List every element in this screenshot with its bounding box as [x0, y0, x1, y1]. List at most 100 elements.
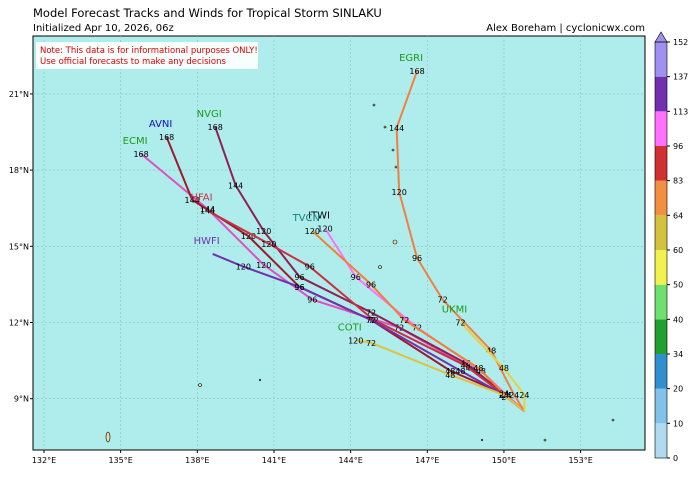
colorbar-band	[655, 284, 667, 320]
subtitle: Initialized Apr 10, 2026, 06z	[33, 23, 174, 34]
colorbar-band	[655, 42, 667, 77]
model-label: HFAI	[190, 193, 212, 204]
forecast-hour: 120	[241, 232, 256, 241]
colorbar-band	[655, 76, 667, 112]
colorbar-band	[655, 250, 667, 285]
forecast-hour: 120	[256, 261, 271, 270]
lon-tick-label: 150°E	[492, 456, 516, 465]
colorbar-band	[655, 354, 667, 389]
colorbar-band	[655, 388, 667, 424]
lon-tick-label: 141°E	[262, 456, 286, 465]
colorbar-tick-label: 40	[673, 315, 683, 324]
forecast-hour: 72	[438, 296, 448, 305]
forecast-hour: 48	[461, 362, 471, 371]
note-line: Note: This data is for informational pur…	[40, 46, 258, 56]
model-label: HWFI	[194, 236, 220, 247]
colorbar-tick-label: 83	[673, 177, 683, 186]
model-label: TVCN	[292, 213, 320, 224]
model-label: ECMI	[123, 136, 148, 147]
forecast-hour: 96	[307, 296, 317, 305]
colorbar-band	[655, 423, 667, 458]
forecast-hour: 24	[499, 391, 509, 400]
model-label: AVNI	[149, 119, 172, 130]
forecast-hour: 96	[351, 273, 361, 282]
forecast-hour: 72	[366, 339, 376, 348]
model-label: NVGI	[197, 109, 222, 120]
forecast-hour: 144	[200, 207, 215, 216]
forecast-hour: 72	[399, 316, 409, 325]
forecast-hour: 96	[294, 283, 304, 292]
colorbar: 0 10 20 34 40 50 60 64 83 96 113 137 152	[654, 31, 688, 463]
forecast-hour: 144	[228, 181, 243, 190]
model-label: COTI	[338, 322, 362, 333]
forecast-hour: 48	[445, 367, 455, 376]
forecast-track	[395, 70, 526, 412]
colorbar-tick-label: 137	[673, 73, 688, 82]
model-label: UKMI	[442, 304, 467, 315]
forecast-hour: 24	[509, 391, 519, 400]
lat-tick-label: 15°N	[9, 242, 29, 251]
lon-tick-label: 153°E	[568, 456, 592, 465]
forecast-hour: 120	[305, 227, 320, 236]
islands	[105, 103, 615, 443]
forecast-hour: 144	[389, 124, 404, 133]
colorbar-tick-label: 10	[673, 419, 683, 428]
forecast-hour: 72	[455, 318, 465, 327]
colorbar-tick-label: 64	[673, 211, 683, 220]
colorbar-tick-label: 20	[673, 385, 683, 394]
forecast-hour: 168	[208, 123, 223, 132]
forecast-hour: 120	[348, 336, 363, 345]
note-box	[36, 42, 258, 69]
colorbar-tick-label: 60	[673, 246, 683, 255]
colorbar-tick-label: 34	[673, 350, 683, 359]
forecast-hour: 120	[317, 225, 332, 234]
note-line: Use official forecasts to make any decis…	[40, 57, 226, 67]
forecast-hour: 24	[519, 391, 529, 400]
lon-tick-label: 147°E	[415, 456, 439, 465]
colorbar-tick-label: 0	[673, 454, 678, 463]
lon-tick-label: 132°E	[32, 456, 56, 465]
forecast-hour: 120	[392, 188, 407, 197]
map-area	[32, 35, 646, 451]
forecast-hour: 96	[366, 280, 376, 289]
colorbar-tick-label: 152	[673, 38, 688, 47]
forecast-hour: 168	[159, 133, 174, 142]
colorbar-band	[655, 111, 667, 146]
forecast-track	[459, 321, 526, 412]
forecast-hour: 168	[133, 150, 148, 159]
colorbar-extend	[654, 31, 668, 43]
lat-tick-label: 18°N	[9, 166, 29, 175]
forecast-hour: 48	[499, 364, 509, 373]
forecast-hour: 168	[409, 67, 424, 76]
colorbar-band	[655, 146, 667, 181]
credit: Alex Boreham | cyclonicwx.com	[486, 23, 645, 34]
forecast-hour: 144	[185, 196, 200, 205]
forecast-hour: 120	[261, 240, 276, 249]
colorbar-tick-label: 96	[673, 142, 683, 151]
lat-tick-label: 21°N	[9, 90, 29, 99]
forecast-hour: 120	[256, 227, 271, 236]
forecast-hour: 48	[473, 364, 483, 373]
lon-tick-label: 135°E	[108, 456, 132, 465]
forecast-hour: 120	[236, 263, 251, 272]
model-label: EGRI	[399, 53, 423, 64]
lat-tick-label: 12°N	[9, 318, 29, 327]
colorbar-band	[655, 180, 667, 216]
colorbar-tick-label: 113	[673, 107, 688, 116]
forecast-hour: 96	[305, 263, 315, 272]
title: Model Forecast Tracks and Winds for Trop…	[33, 6, 382, 20]
lon-tick-label: 144°E	[338, 456, 362, 465]
forecast-hour: 48	[455, 367, 465, 376]
forecast-hour: 96	[412, 254, 422, 263]
forecast-hour: 96	[294, 273, 304, 282]
lon-tick-label: 138°E	[185, 456, 209, 465]
forecast-hour: 48	[486, 346, 496, 355]
forecast-hour: 72	[366, 308, 376, 317]
model-label: ITWI	[308, 211, 330, 222]
colorbar-band	[655, 215, 667, 250]
forecast-hour: 48	[461, 359, 471, 368]
forecast-track	[355, 339, 526, 413]
forecast-hour: 72	[366, 316, 376, 325]
colorbar-tick-label: 50	[673, 281, 683, 290]
